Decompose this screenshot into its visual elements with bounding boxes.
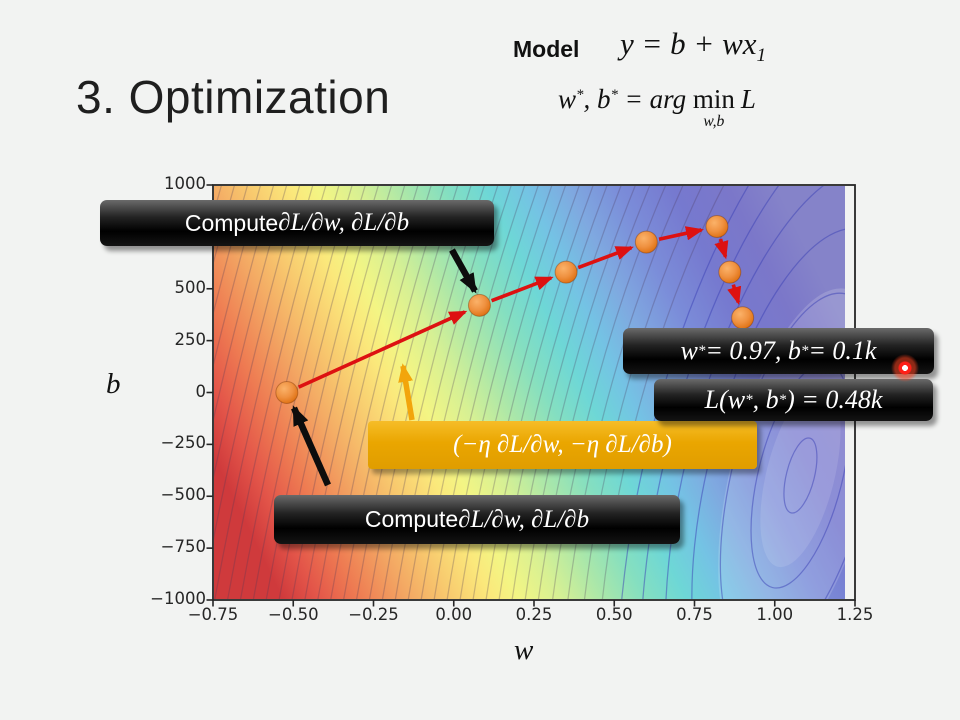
gd-point	[634, 230, 658, 254]
model-equation-body: y = b + wx	[620, 26, 757, 61]
ytick-1000: 1000	[164, 174, 206, 193]
gradient-descent-path	[275, 215, 755, 404]
callout-update-step: (−η ∂L/∂w, −η ∂L/∂b)	[368, 421, 757, 469]
annotation-arrows	[291, 248, 478, 487]
callout-loss-value: L(w *, b *) = 0.48k	[654, 379, 933, 421]
xtick-000: 0.00	[435, 605, 473, 624]
callout-compute-gradient-top: Compute ∂L/∂w, ∂L/∂b	[100, 200, 494, 246]
ytick-250: 250	[174, 329, 207, 349]
xtick-025: 0.25	[515, 605, 553, 624]
gd-step-arrow	[714, 238, 729, 260]
model-equation: y = b + wx1	[620, 26, 766, 67]
y-axis-label: b	[106, 368, 121, 400]
xtick-n025: −0.25	[348, 605, 399, 624]
ytick-500: 500	[174, 277, 207, 297]
arrow-compute-top	[449, 248, 478, 294]
xtick-n075: −0.75	[187, 605, 239, 624]
xtick-n050: −0.50	[268, 605, 319, 624]
laser-pointer-dot	[891, 354, 919, 382]
axis-ticks	[206, 184, 856, 607]
ytick-0: 0	[195, 381, 207, 401]
gd-step-arrow	[297, 310, 468, 389]
gd-step-arrow	[658, 226, 704, 242]
gd-point	[718, 260, 742, 284]
gd-point	[275, 381, 299, 404]
arrow-update-step	[398, 363, 415, 421]
page-title: 3. Optimization	[76, 71, 391, 123]
gd-step-arrow	[577, 245, 634, 270]
gd-point	[554, 260, 578, 284]
callout-compute-gradient-bottom: Compute ∂L/∂w, ∂L/∂b	[274, 495, 680, 544]
ytick-n500: −500	[160, 485, 206, 505]
ytick-n250: −250	[160, 433, 206, 453]
gd-step-arrow	[727, 284, 742, 305]
arrow-compute-bottom	[291, 405, 331, 487]
xtick-075: 0.75	[676, 605, 713, 624]
xtick-100: 1.00	[756, 605, 794, 624]
gd-point	[467, 293, 491, 317]
xtick-050: 0.50	[595, 605, 633, 624]
callout-optimum-values: w * = 0.97, b * = 0.1k	[623, 328, 934, 374]
model-equation-subscript: 1	[756, 45, 767, 67]
gd-point	[705, 215, 729, 238]
argmin-stack: min w,b	[692, 84, 735, 130]
xtick-125: 1.25	[836, 605, 874, 624]
gd-step-arrow	[490, 276, 554, 303]
ytick-n750: −750	[160, 537, 206, 557]
x-axis-label: w	[514, 634, 534, 666]
model-label: Model	[513, 36, 580, 62]
gd-point	[731, 306, 755, 330]
objective-equation: w*, b* = arg min w,b L	[558, 84, 756, 130]
ytick-n1000: −1000	[150, 589, 206, 608]
